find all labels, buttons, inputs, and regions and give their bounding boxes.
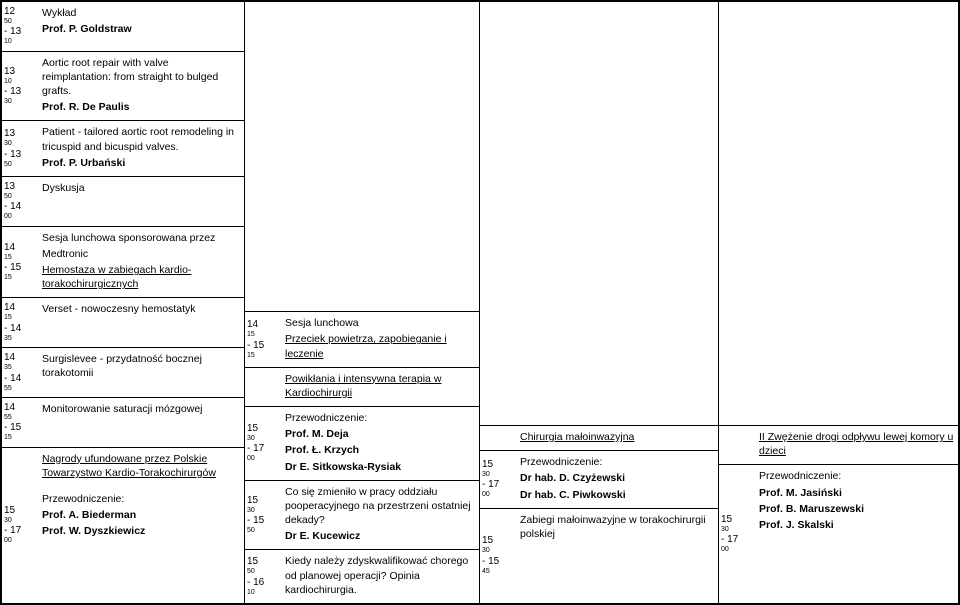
time: 1250 - 1310 <box>2 2 38 51</box>
content: Przewodniczenie: Dr hab. D. Czyżewski Dr… <box>516 451 718 508</box>
title: Patient - tailored aortic root remodelin… <box>42 125 240 153</box>
schedule-table: 1250 - 1310 Wykład Prof. P. Goldstraw 13… <box>0 0 960 605</box>
l2: Prof. M. Jasiński <box>759 486 954 500</box>
l1: Kiedy należy zdyskwalifikować chorego od… <box>285 554 475 597</box>
l3: Hemostaza w zabiegach kardio-torakochiru… <box>42 263 240 291</box>
l1: Sesja lunchowa <box>285 316 475 330</box>
column-2: 1415 - 1515 Sesja lunchowa Przeciek powi… <box>245 2 480 603</box>
l1: Nagrody ufundowane przez Polskie Towarzy… <box>42 452 240 480</box>
column-1: 1250 - 1310 Wykład Prof. P. Goldstraw 13… <box>2 2 245 603</box>
time: 1455 - 1515 <box>2 398 38 447</box>
empty-cell <box>245 2 479 312</box>
time: 1435 - 1455 <box>2 348 38 397</box>
author: Prof. R. De Paulis <box>42 100 240 114</box>
content: Nagrody ufundowane przez Polskie Towarzy… <box>38 448 244 603</box>
l1: Sesja lunchowa sponsorowana przez <box>42 231 240 245</box>
l3: Dr hab. C. Piwkowski <box>520 488 714 502</box>
l2: Przeciek powietrza, zapobieganie i lecze… <box>285 332 475 360</box>
time: 1350 - 1400 <box>2 177 38 226</box>
time <box>245 368 281 406</box>
time: 1530 - 1700 <box>2 448 38 603</box>
title: Monitorowanie saturacji mózgowej <box>42 402 240 416</box>
empty-cell <box>480 2 718 426</box>
content: Co się zmieniło w pracy oddziału poopera… <box>281 481 479 550</box>
content: Powikłania i intensywna terapia w Kardio… <box>281 368 479 406</box>
content: Chirurgia małoinwazyjna <box>516 426 718 450</box>
time: 1550 - 1610 <box>245 550 281 603</box>
title: Surgislevee - przydatność bocznej torako… <box>42 352 240 380</box>
time: 1530 - 1545 <box>480 509 516 603</box>
title: Wykład <box>42 6 240 20</box>
l3: Prof. Ł. Krzych <box>285 443 475 457</box>
time: 1415 - 1435 <box>2 298 38 347</box>
title: Dyskusja <box>42 181 240 195</box>
content: Przewodniczenie: Prof. M. Jasiński Prof.… <box>755 465 958 603</box>
time: 1530 - 1700 <box>480 451 516 508</box>
content: Monitorowanie saturacji mózgowej <box>38 398 244 447</box>
content: Aortic root repair with valve reimplanta… <box>38 52 244 121</box>
time: 1415 - 1515 <box>245 312 281 367</box>
column-3: Chirurgia małoinwazyjna 1530 - 1700 Prze… <box>480 2 719 603</box>
l2: Medtronic <box>42 247 240 261</box>
content: Dyskusja <box>38 177 244 226</box>
empty-cell <box>719 2 958 426</box>
content: Sesja lunchowa sponsorowana przez Medtro… <box>38 227 244 298</box>
l1: Co się zmieniło w pracy oddziału poopera… <box>285 485 475 528</box>
column-4: II Zwężenie drogi odpływu lewej komory u… <box>719 2 958 603</box>
time: 1330 - 1350 <box>2 121 38 176</box>
l2: Dr E. Kucewicz <box>285 529 475 543</box>
content: Sesja lunchowa Przeciek powietrza, zapob… <box>281 312 479 367</box>
time: 1530 - 1700 <box>719 465 755 603</box>
l4: Prof. J. Skalski <box>759 518 954 532</box>
l1: Przewodniczenie: <box>285 411 475 425</box>
time <box>719 426 755 464</box>
content: Surgislevee - przydatność bocznej torako… <box>38 348 244 397</box>
title: Aortic root repair with valve reimplanta… <box>42 56 240 99</box>
content: Przewodniczenie: Prof. M. Deja Prof. Ł. … <box>281 407 479 480</box>
l1: Chirurgia małoinwazyjna <box>520 430 714 444</box>
l1: Przewodniczenie: <box>520 455 714 469</box>
l2: Przewodniczenie: <box>42 492 240 506</box>
time: 1415 - 1515 <box>2 227 38 298</box>
author: Prof. P. Urbański <box>42 156 240 170</box>
time <box>480 426 516 450</box>
time: 1310 - 1330 <box>2 52 38 121</box>
l2: Prof. M. Deja <box>285 427 475 441</box>
l1: Zabiegi małoinwazyjne w torakochirurgii … <box>520 513 714 541</box>
l1: II Zwężenie drogi odpływu lewej komory u… <box>759 430 954 458</box>
content: Verset - nowoczesny hemostatyk <box>38 298 244 347</box>
l3: Prof. B. Maruszewski <box>759 502 954 516</box>
title: Verset - nowoczesny hemostatyk <box>42 302 240 316</box>
l1: Powikłania i intensywna terapia w Kardio… <box>285 372 475 400</box>
l4: Dr E. Sitkowska-Rysiak <box>285 460 475 474</box>
content: Patient - tailored aortic root remodelin… <box>38 121 244 176</box>
l2: Dr hab. D. Czyżewski <box>520 471 714 485</box>
content: Kiedy należy zdyskwalifikować chorego od… <box>281 550 479 603</box>
time: 1530 - 1700 <box>245 407 281 480</box>
content: II Zwężenie drogi odpływu lewej komory u… <box>755 426 958 464</box>
l4: Prof. W. Dyszkiewicz <box>42 524 240 538</box>
content: Zabiegi małoinwazyjne w torakochirurgii … <box>516 509 718 603</box>
content: Wykład Prof. P. Goldstraw <box>38 2 244 51</box>
time: 1530 - 1550 <box>245 481 281 550</box>
author: Prof. P. Goldstraw <box>42 22 240 36</box>
l1: Przewodniczenie: <box>759 469 954 483</box>
l3: Prof. A. Biederman <box>42 508 240 522</box>
